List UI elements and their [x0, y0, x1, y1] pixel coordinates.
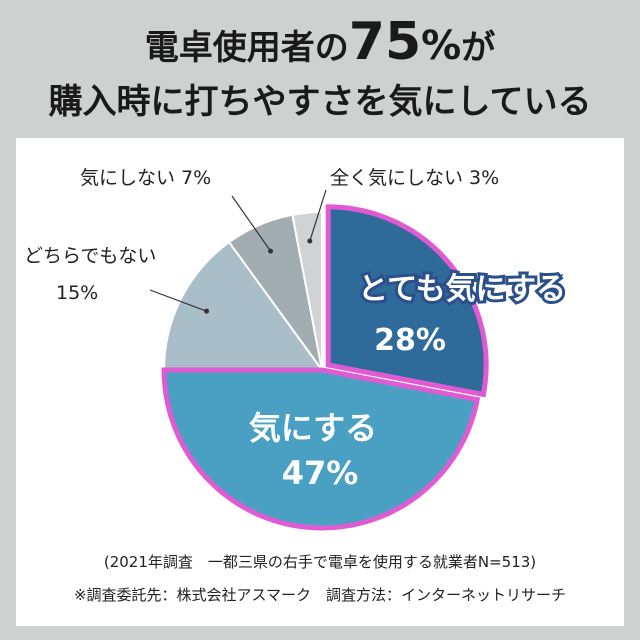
slice-label-neutral: どちらでもない [24, 245, 156, 267]
leader-neutral-dot [204, 308, 210, 314]
slice-label-very-care: とても気にする [358, 272, 566, 307]
pie-slice-care [162, 369, 479, 529]
title-suffix: が [461, 28, 496, 68]
leader-neutral [149, 289, 207, 312]
survey-note: (2021年調査 一都三県の右手で電卓を使用する就業者N=513) [103, 553, 537, 571]
slice-value-very-care: 28% [374, 323, 446, 358]
header: 電卓使用者の75%が 購入時に打ちやすさを気にしている [0, 0, 640, 132]
title-prefix: 電卓使用者の [144, 28, 349, 68]
slice-label-not-care: 気にしない 7% [80, 167, 211, 189]
source-note: ※調査委託先：株式会社アスマーク 調査方法：インターネットリサーチ [73, 586, 567, 604]
slice-label-not-care-at-all: 全く気にしない 3% [330, 167, 499, 189]
title-number: 75 [348, 12, 422, 72]
title-line-1: 電卓使用者の75%が [0, 16, 640, 69]
slice-value-care: 47% [282, 454, 359, 492]
leader-not-care-at-all-dot [307, 238, 313, 244]
highlight-outline-care [161, 367, 481, 531]
leader-not-care [231, 195, 272, 252]
title-line-2: 購入時に打ちやすさを気にしている [48, 82, 592, 122]
slice-value-neutral: 15% [56, 282, 98, 304]
pie-slice-not-care-at-all [291, 210, 323, 371]
highlight-outline-very-care [325, 204, 489, 398]
title-percent-sign: % [421, 23, 462, 69]
leader-not-care-at-all [309, 189, 327, 242]
pie-slice-neutral [162, 240, 324, 371]
slice-label-care: 気にする [249, 409, 377, 447]
leader-not-care-dot [268, 248, 274, 254]
